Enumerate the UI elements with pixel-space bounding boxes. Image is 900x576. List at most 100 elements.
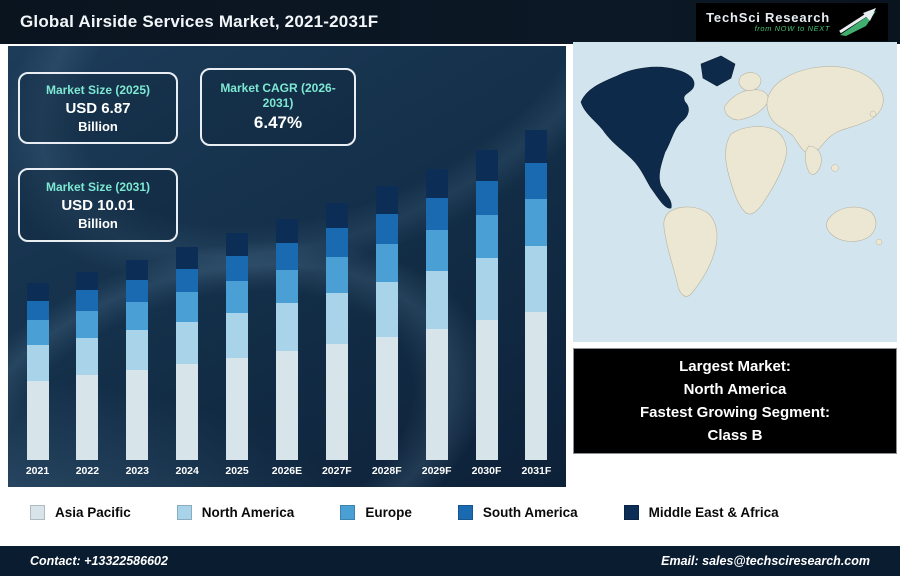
info-box-market-cagr: Market CAGR (2026-2031) 6.47% bbox=[200, 68, 356, 146]
email-info: Email: sales@techsciresearch.com bbox=[661, 554, 870, 568]
bar-stack bbox=[475, 149, 498, 460]
x-axis-tick-label: 2030F bbox=[471, 465, 502, 477]
region-southeast-asia bbox=[831, 164, 839, 172]
header-bar: Global Airside Services Market, 2021-203… bbox=[0, 0, 900, 44]
bar-segment-europe bbox=[176, 292, 199, 322]
bar-stack bbox=[126, 259, 149, 460]
bar-segment-middle-east-africa bbox=[126, 259, 149, 280]
legend-swatch-middle-east-africa bbox=[623, 504, 639, 520]
legend-label-middle-east-africa: Middle East & Africa bbox=[648, 504, 779, 520]
largest-market-value: North America bbox=[683, 380, 787, 398]
bar-segment-asia-pacific bbox=[325, 344, 348, 460]
logo-tagline: from NOW to NEXT bbox=[754, 24, 830, 34]
bar-segment-south-america bbox=[26, 300, 49, 321]
bar-segment-north-america bbox=[126, 330, 149, 370]
info-box-value: 6.47% bbox=[253, 113, 303, 132]
bar-stack bbox=[425, 168, 448, 460]
bar-segment-south-america bbox=[126, 279, 149, 302]
bar-segment-south-america bbox=[325, 228, 348, 257]
bar-stack bbox=[525, 130, 548, 460]
bar-stack bbox=[26, 283, 49, 460]
bar-segment-middle-east-africa bbox=[226, 233, 249, 257]
bar-segment-europe bbox=[475, 214, 498, 259]
bar-segment-south-america bbox=[375, 213, 398, 244]
bar-segment-south-america bbox=[176, 268, 199, 293]
bar-segment-europe bbox=[525, 199, 548, 246]
legend-swatch-europe bbox=[340, 504, 356, 520]
bar-2022: 2022 bbox=[74, 95, 101, 477]
bar-segment-europe bbox=[126, 301, 149, 331]
bar-segment-north-america bbox=[325, 292, 348, 345]
bar-segment-europe bbox=[26, 320, 49, 346]
region-greenland bbox=[700, 55, 736, 87]
info-box-value: USD 10.01 bbox=[61, 196, 135, 214]
largest-market-label: Largest Market: bbox=[679, 357, 791, 375]
bar-segment-asia-pacific bbox=[126, 369, 149, 460]
bar-segment-europe bbox=[425, 229, 448, 271]
world-map-svg bbox=[573, 42, 897, 342]
bar-segment-europe bbox=[76, 311, 99, 338]
bar-segment-asia-pacific bbox=[76, 375, 99, 460]
x-axis-tick-label: 2026E bbox=[271, 465, 303, 477]
x-axis-tick-label: 2027F bbox=[321, 465, 352, 477]
x-axis-tick-label: 2025 bbox=[225, 465, 249, 477]
page-title: Global Airside Services Market, 2021-203… bbox=[20, 12, 379, 31]
bar-segment-middle-east-africa bbox=[76, 271, 99, 291]
info-box-label: Market Size (2025) bbox=[45, 82, 151, 97]
bar-segment-asia-pacific bbox=[425, 329, 448, 460]
info-box-market-size-2025: Market Size (2025) USD 6.87 Billion bbox=[18, 72, 178, 144]
bar-segment-middle-east-africa bbox=[525, 130, 548, 164]
info-box-label: Market CAGR (2026-2031) bbox=[220, 81, 336, 110]
bar-segment-asia-pacific bbox=[375, 336, 398, 460]
bar-segment-asia-pacific bbox=[226, 358, 249, 460]
bar-2030F: 2030F bbox=[471, 95, 502, 477]
bar-segment-south-america bbox=[525, 163, 548, 200]
bar-2023: 2023 bbox=[124, 95, 151, 477]
bar-segment-north-america bbox=[425, 270, 448, 329]
region-africa bbox=[725, 126, 787, 215]
contact-info: Contact: +13322586602 bbox=[30, 554, 168, 568]
bar-segment-asia-pacific bbox=[475, 320, 498, 460]
region-new-zealand bbox=[875, 238, 883, 246]
world-map bbox=[573, 42, 897, 342]
bar-segment-north-america bbox=[226, 312, 249, 358]
bar-segment-middle-east-africa bbox=[275, 219, 298, 244]
legend-label-south-america: South America bbox=[482, 504, 578, 520]
legend-swatch-asia-pacific bbox=[30, 504, 45, 520]
bar-stack bbox=[76, 271, 99, 460]
legend-label-europe: Europe bbox=[365, 504, 412, 520]
bar-segment-north-america bbox=[76, 337, 99, 376]
bar-segment-europe bbox=[226, 281, 249, 313]
region-scandinavia bbox=[738, 72, 762, 91]
bar-segment-north-america bbox=[475, 258, 498, 321]
legend-item-south-america: South America bbox=[457, 504, 578, 520]
fastest-segment-label: Fastest Growing Segment: bbox=[639, 404, 831, 421]
bar-segment-north-america bbox=[26, 345, 49, 381]
bar-stack bbox=[275, 219, 298, 460]
bar-segment-middle-east-africa bbox=[325, 202, 348, 229]
legend-label-north-america: North America bbox=[201, 504, 295, 520]
footer-bar: Contact: +13322586602 Email: sales@techs… bbox=[0, 546, 900, 576]
bar-2026E: 2026E bbox=[271, 95, 303, 477]
bar-2029F: 2029F bbox=[422, 95, 452, 477]
bar-2021: 2021 bbox=[24, 95, 51, 477]
chart-legend: Asia Pacific North America Europe South Ame… bbox=[0, 489, 900, 535]
bar-stack bbox=[375, 186, 398, 460]
region-india bbox=[804, 145, 822, 175]
logo-arrow-icon bbox=[839, 8, 876, 36]
bar-segment-europe bbox=[375, 243, 398, 283]
region-japan bbox=[869, 110, 877, 118]
bar-segment-middle-east-africa bbox=[176, 247, 199, 269]
bar-segment-middle-east-africa bbox=[375, 186, 398, 214]
bar-segment-north-america bbox=[275, 303, 298, 352]
region-asia bbox=[766, 66, 884, 155]
bar-segment-north-america bbox=[375, 282, 398, 337]
region-south-america bbox=[663, 206, 718, 297]
bar-segment-europe bbox=[325, 256, 348, 293]
legend-item-north-america: North America bbox=[176, 504, 295, 520]
bar-segment-middle-east-africa bbox=[26, 283, 49, 301]
bar-segment-asia-pacific bbox=[26, 380, 49, 460]
x-axis-tick-label: 2021 bbox=[25, 465, 50, 477]
techsci-logo: TechSci Research from NOW to NEXT bbox=[696, 3, 888, 41]
